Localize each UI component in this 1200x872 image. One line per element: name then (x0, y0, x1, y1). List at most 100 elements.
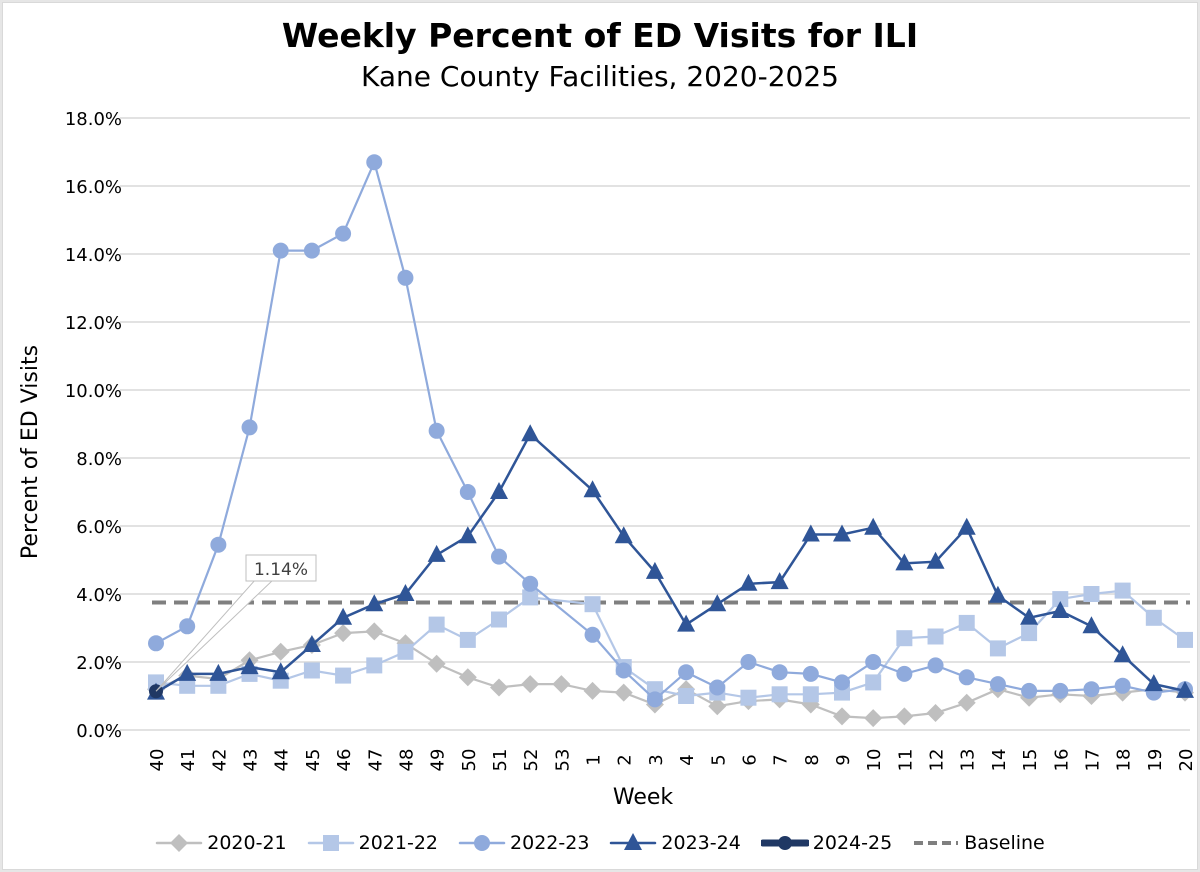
data-point-triangle (1176, 680, 1194, 698)
data-point-triangle (895, 553, 914, 571)
x-tick-label: 4 (677, 754, 698, 765)
legend-label: 2024-25 (812, 832, 893, 854)
y-tick-label: 16.0% (65, 177, 122, 198)
data-point-triangle (209, 663, 228, 681)
series-2022-23 (148, 154, 1193, 708)
data-point-square (1083, 586, 1100, 602)
data-point-diamond (170, 834, 189, 852)
y-tick-label: 2.0% (76, 653, 122, 674)
x-tick-label: 7 (771, 754, 792, 765)
x-tick-label: 52 (521, 749, 542, 772)
gridlines (120, 117, 1190, 731)
data-point-circle (366, 154, 383, 171)
data-point-diamond (926, 704, 945, 722)
data-point-triangle (833, 524, 851, 542)
data-point-triangle (1144, 674, 1163, 692)
data-point-triangle (739, 573, 758, 591)
data-point-diamond (583, 681, 602, 700)
x-tick-label: 43 (241, 749, 262, 772)
data-point-circle (771, 664, 788, 681)
y-tick-label: 4.0% (76, 585, 122, 606)
x-tick-label: 48 (396, 749, 417, 772)
legend-swatch-icon (760, 836, 809, 850)
x-tick-label: 18 (1114, 749, 1135, 772)
data-point-triangle (271, 662, 290, 680)
data-point-square (397, 643, 414, 660)
legend-swatch-icon (914, 841, 959, 845)
legend: 2020-21 2021-22 2022-23 2023-24 2024-25 Basel… (0, 828, 1200, 858)
series-line (155, 630, 1186, 720)
data-point-circle (335, 225, 352, 242)
data-point-diamond (708, 697, 727, 716)
data-point-square (865, 674, 882, 691)
x-tick-label: 6 (739, 754, 760, 765)
y-tick-label: 6.0% (76, 517, 122, 538)
x-tick-label: 49 (428, 749, 449, 772)
data-point-diamond (957, 693, 976, 712)
data-point-diamond (864, 709, 883, 728)
data-point-circle (958, 669, 975, 686)
x-tick-label: 17 (1082, 749, 1103, 772)
data-point-circle (678, 664, 695, 681)
x-tick-label: 3 (646, 754, 667, 765)
y-tick-labels: 0.0% 2.0% 4.0% 6.0% 8.0% 10.0% 12.0% 14.0% 16.0%… (65, 109, 122, 742)
data-point-diamond (833, 707, 851, 726)
data-point-circle (474, 835, 491, 851)
y-tick-label: 10.0% (65, 381, 122, 402)
x-tick-label: 1 (584, 754, 605, 765)
data-point-circle (148, 635, 164, 652)
data-point-square (896, 630, 913, 647)
y-tick-label: 14.0% (65, 245, 122, 266)
data-point-circle (210, 536, 227, 553)
x-tick-label: 16 (1051, 749, 1072, 772)
legend-swatch-icon (458, 835, 506, 851)
data-point-square (179, 677, 196, 694)
data-point-diamond (614, 683, 633, 702)
data-point-circle (740, 654, 757, 670)
data-point-circle (709, 679, 726, 696)
data-point-circle (927, 657, 944, 674)
data-point-square (927, 628, 944, 645)
data-point-square (1114, 582, 1131, 599)
data-point-diamond (490, 678, 508, 697)
x-tick-label: 11 (895, 749, 916, 772)
legend-label: 2022-23 (510, 832, 590, 854)
legend-label: 2023-24 (661, 832, 741, 854)
data-point-circle (428, 422, 445, 439)
series-group (147, 154, 1194, 728)
x-axis-label: Week (613, 785, 674, 810)
data-point-square (459, 631, 476, 648)
data-point-square (1177, 631, 1193, 648)
data-point-triangle (1020, 607, 1039, 625)
data-point-circle (1114, 677, 1131, 694)
chart-title: Weekly Percent of ED Visits for ILI (281, 16, 919, 55)
data-point-circle (1021, 682, 1038, 699)
y-tick-label: 0.0% (76, 721, 122, 742)
data-point-circle (1083, 681, 1100, 698)
data-point-diamond (521, 675, 540, 694)
series-2023-24 (147, 424, 1194, 700)
x-tick-label: 10 (864, 749, 885, 772)
data-point-square (335, 667, 352, 684)
data-point-diamond (427, 654, 446, 673)
legend-item: 2020-21 (155, 832, 287, 854)
data-point-triangle (521, 424, 540, 442)
y-tick-label: 8.0% (76, 449, 122, 470)
data-point-circle (777, 836, 792, 850)
data-point-triangle (801, 524, 820, 542)
legend-item: 2021-22 (307, 832, 438, 854)
data-point-triangle (645, 561, 664, 579)
x-tick-label: 53 (552, 749, 573, 772)
data-point-circle (179, 618, 196, 635)
x-tick-label: 20 (1176, 749, 1197, 772)
x-tick-label: 40 (147, 749, 168, 772)
x-tick-label: 45 (303, 749, 324, 772)
data-point-square (678, 688, 695, 704)
data-point-circle (802, 665, 819, 682)
data-point-circle (272, 242, 289, 259)
x-tick-label: 47 (365, 749, 386, 772)
data-point-triangle (365, 594, 384, 612)
x-tick-label: 13 (958, 749, 979, 772)
